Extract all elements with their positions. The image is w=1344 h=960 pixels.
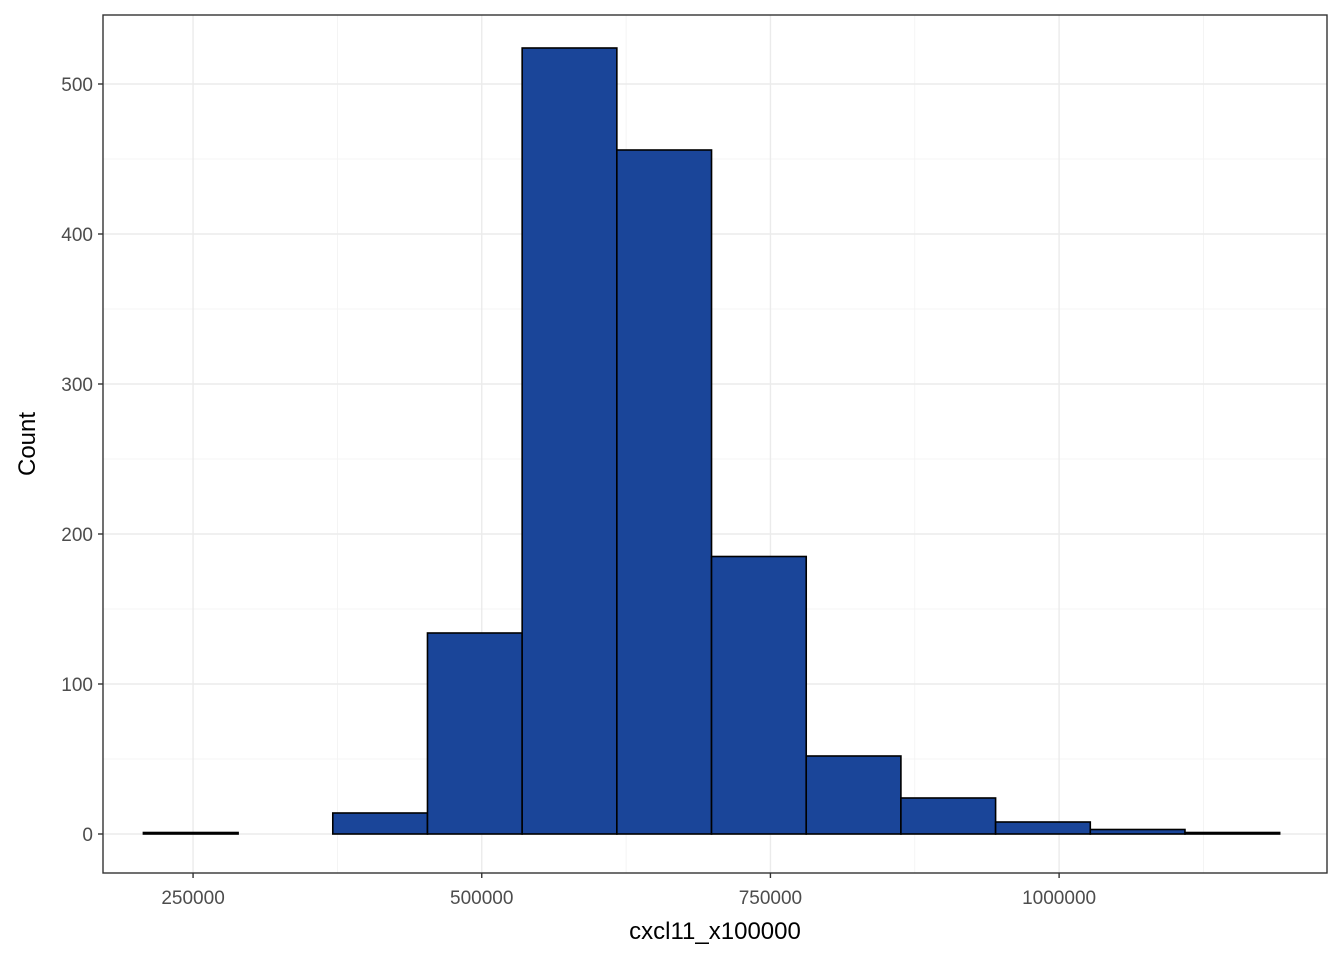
y-tick-label: 200 (61, 525, 93, 546)
y-tick-label: 100 (61, 675, 93, 696)
x-axis-title: cxcl11_x100000 (629, 918, 801, 945)
x-tick-label: 750000 (739, 888, 802, 909)
y-tick-label: 300 (61, 375, 93, 396)
y-axis: 0 100 200 300 400 500 (61, 75, 103, 846)
histogram-bar (1184, 831, 1281, 835)
histogram-bar (805, 755, 902, 835)
histogram-bar (616, 149, 713, 835)
x-axis: 250000 500000 750000 1000000 (161, 873, 1096, 909)
y-axis-title: Count (14, 412, 41, 476)
histogram-bar (521, 47, 618, 835)
histogram-bar (331, 812, 429, 835)
x-tick-label: 1000000 (1022, 888, 1096, 909)
histogram-bar (426, 632, 523, 835)
plot-panel-border (102, 14, 1328, 874)
histogram-bars (142, 47, 1281, 835)
y-tick-label: 400 (61, 225, 93, 246)
y-tick-label: 0 (82, 825, 93, 846)
histogram-bar (1089, 828, 1186, 835)
histogram-bar (994, 821, 1092, 835)
histogram-bar (900, 797, 997, 835)
x-tick-label: 250000 (161, 888, 224, 909)
histogram-bar (710, 555, 808, 835)
x-tick-label: 500000 (450, 888, 513, 909)
histogram-bar (142, 831, 239, 835)
y-tick-label: 500 (61, 75, 93, 96)
